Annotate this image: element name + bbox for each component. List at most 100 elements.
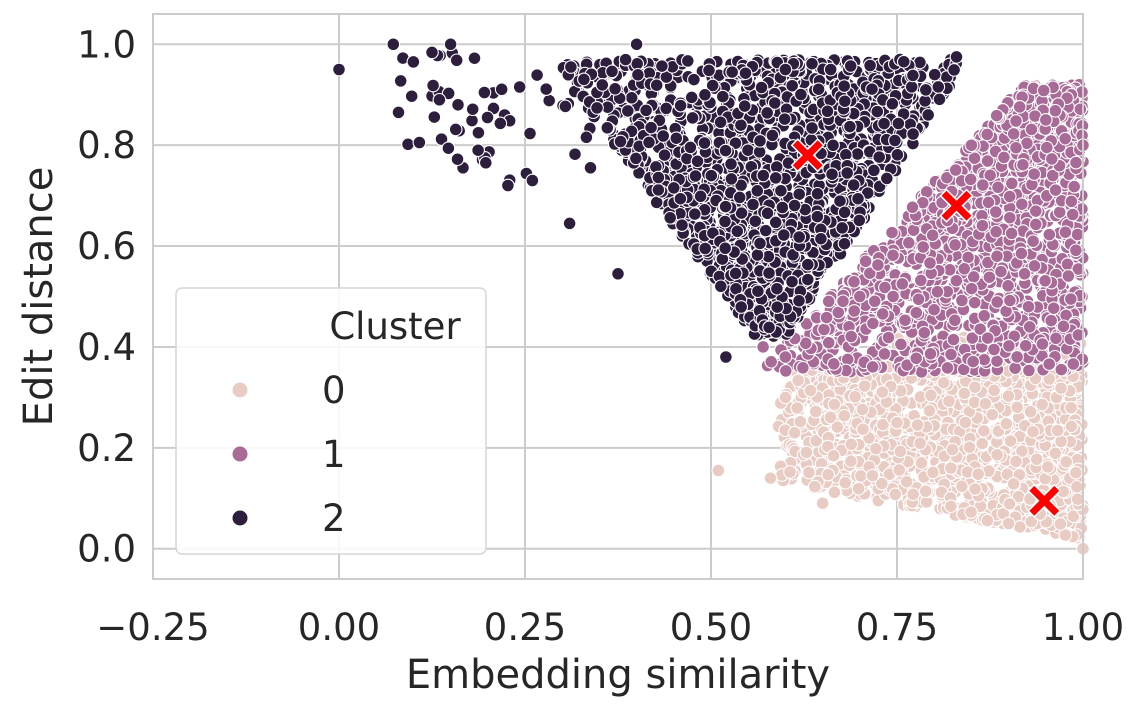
cluster-2-point xyxy=(820,104,835,119)
cluster-1-point xyxy=(946,332,961,347)
cluster-2-point xyxy=(642,135,656,150)
cluster-1-point xyxy=(905,200,920,215)
cluster-0-point xyxy=(783,465,797,479)
cluster-0-point xyxy=(971,467,986,482)
cluster-2-point xyxy=(947,63,961,77)
cluster-1-point xyxy=(909,351,924,366)
cluster-1-point xyxy=(1027,259,1042,273)
cluster-2-point xyxy=(762,320,776,335)
cluster-0-point xyxy=(844,454,858,469)
cluster-1-point xyxy=(898,313,912,328)
cluster-1-point xyxy=(886,248,900,263)
cluster-1-point xyxy=(1001,278,1015,293)
cluster-2-point xyxy=(704,168,719,183)
cluster-2-point xyxy=(427,110,442,124)
cluster-0-point xyxy=(975,436,990,451)
cluster-1-point xyxy=(989,108,1004,123)
cluster-1-point xyxy=(1028,204,1043,218)
cluster-0-point xyxy=(1029,452,1044,467)
cluster-0-point xyxy=(1054,381,1068,396)
cluster-0-point xyxy=(968,482,982,496)
cluster-0-point xyxy=(1024,514,1039,529)
cluster-2-point xyxy=(728,266,743,281)
cluster-2-point xyxy=(465,102,480,117)
cluster-1-point xyxy=(1066,357,1081,371)
cluster-0-point xyxy=(1003,434,1018,448)
cluster-0-point xyxy=(827,397,842,412)
cluster-2-point xyxy=(811,82,826,97)
cluster-1-point xyxy=(1056,319,1071,334)
cluster-0-point xyxy=(851,481,866,496)
cluster-1-point xyxy=(1038,273,1052,288)
cluster-0-point xyxy=(1001,389,1016,403)
cluster-2-point xyxy=(863,58,877,73)
cluster-2-point xyxy=(927,67,942,82)
cluster-1-point xyxy=(980,127,995,142)
cluster-2-point xyxy=(611,266,625,281)
cluster-0-point xyxy=(968,380,982,395)
cluster-0-point xyxy=(962,440,977,455)
cluster-2-point xyxy=(870,104,885,119)
cluster-1-point xyxy=(1004,226,1019,241)
cluster-1-point xyxy=(948,163,963,177)
cluster-2-point xyxy=(906,127,920,141)
cluster-0-point xyxy=(790,401,805,415)
cluster-2-point xyxy=(906,68,920,83)
cluster-0-point xyxy=(926,465,940,480)
cluster-2-point xyxy=(698,87,712,102)
cluster-1-point xyxy=(955,293,969,308)
cluster-1-point xyxy=(852,289,867,304)
cluster-2-point xyxy=(644,120,658,135)
cluster-1-point xyxy=(1054,362,1069,377)
cluster-1-point xyxy=(1002,339,1016,353)
cluster-2-point xyxy=(595,78,610,92)
cluster-0-point xyxy=(1026,424,1040,439)
cluster-1-point xyxy=(1039,140,1054,155)
cluster-2-point xyxy=(478,155,493,170)
cluster-1-point xyxy=(847,304,862,318)
cluster-2-point xyxy=(787,198,802,213)
cluster-1-point xyxy=(877,347,892,361)
cluster-2-point xyxy=(792,230,807,244)
cluster-2-point xyxy=(441,141,456,156)
cluster-0-point xyxy=(1013,520,1027,534)
cluster-2-point xyxy=(732,190,747,205)
cluster-0-point xyxy=(1064,419,1079,434)
cluster-2-point xyxy=(651,183,666,197)
cluster-2-point xyxy=(539,82,554,96)
cluster-2-point xyxy=(583,160,598,175)
cluster-1-point xyxy=(977,352,992,367)
cluster-0-point xyxy=(1048,446,1063,461)
cluster-0-point xyxy=(848,389,862,404)
cluster-2-point xyxy=(800,272,815,287)
cluster-0-point xyxy=(914,456,929,470)
cluster-1-point xyxy=(778,350,793,364)
cluster-2-point xyxy=(651,170,666,185)
cluster-2-point xyxy=(702,63,716,78)
cluster-2-point xyxy=(471,125,486,140)
cluster-2-point xyxy=(754,80,769,95)
cluster-2-point xyxy=(921,108,936,122)
cluster-2-point xyxy=(877,116,891,131)
cluster-1-point xyxy=(1002,210,1017,225)
cluster-2-point xyxy=(659,101,674,116)
cluster-1-point xyxy=(977,308,992,323)
cluster-2-point xyxy=(805,121,819,135)
cluster-0-point xyxy=(987,383,1001,398)
cluster-2-point xyxy=(663,210,678,225)
cluster-0-point xyxy=(899,474,914,489)
cluster-2-point xyxy=(687,72,701,87)
cluster-0-point xyxy=(807,479,822,494)
cluster-1-point xyxy=(923,256,937,270)
cluster-0-point xyxy=(837,408,852,423)
cluster-2-point xyxy=(631,67,645,82)
cluster-2-point xyxy=(715,89,730,104)
cluster-2-point xyxy=(896,54,911,69)
cluster-1-point xyxy=(865,360,880,374)
cluster-2-point xyxy=(698,241,713,256)
cluster-2-point xyxy=(770,300,785,314)
cluster-1-point xyxy=(1070,227,1085,242)
cluster-1-point xyxy=(1026,234,1040,249)
cluster-0-point xyxy=(890,415,904,430)
